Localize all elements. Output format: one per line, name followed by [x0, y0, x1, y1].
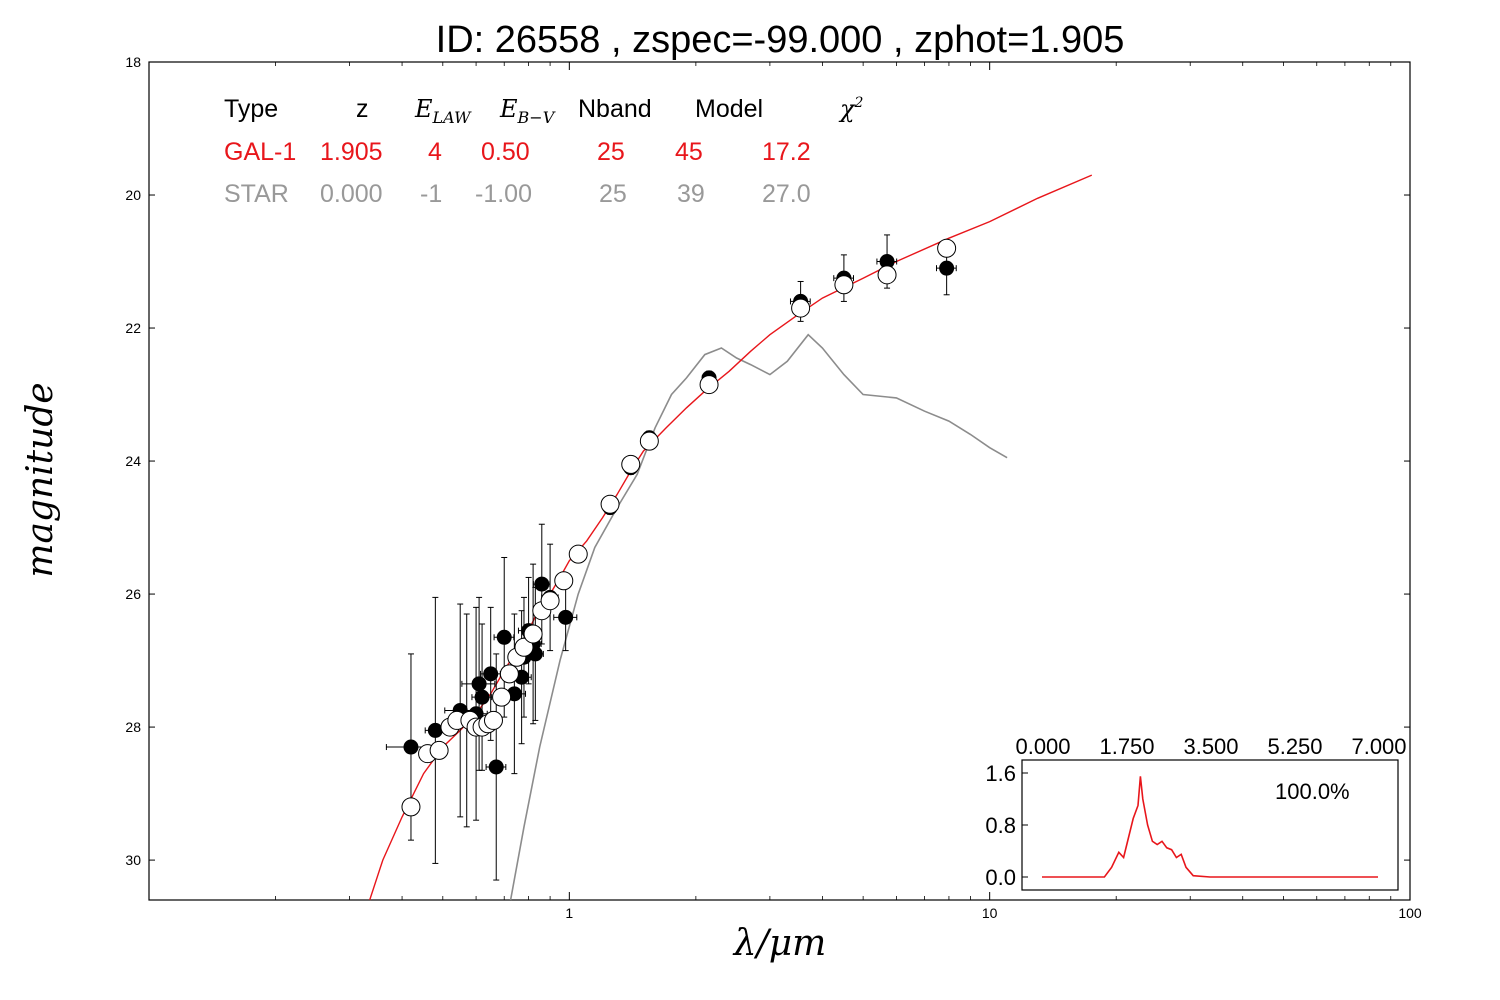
model-photometry: [401, 238, 957, 817]
pdz-curve: [1042, 776, 1378, 878]
model-marker: [401, 797, 421, 817]
observed-marker: [534, 576, 550, 592]
inset-frame: [1021, 759, 1399, 891]
y-tick-label: 30: [125, 852, 141, 868]
gal-ebv: 0.50: [481, 138, 530, 166]
star-model-line: [509, 333, 1008, 901]
model-marker: [514, 637, 534, 657]
table-row-star: STAR 0.000 -1 -1.00 25 39 27.0: [224, 180, 811, 208]
inset-y-tick-label: 1.6: [985, 761, 1016, 786]
table-header-chi2: χ2: [838, 95, 864, 123]
observed-point: [471, 623, 493, 771]
table-row-gal: GAL-1 1.905 4 0.50 25 45 17.2: [224, 138, 811, 166]
observed-marker: [483, 666, 499, 682]
observed-marker: [939, 260, 955, 276]
inset-x-tick-label: 5.250: [1267, 734, 1322, 759]
model-marker: [877, 265, 897, 285]
model-marker: [699, 375, 719, 395]
model-marker: [429, 740, 449, 760]
observed-marker: [488, 759, 504, 775]
model-marker: [568, 544, 588, 564]
gal-nband: 25: [597, 138, 625, 166]
observed-marker: [879, 254, 895, 270]
inset-y-tick-label: 0.8: [985, 813, 1016, 838]
x-tick-label: 1: [565, 905, 573, 921]
star-elaw: -1: [420, 180, 442, 208]
model-marker: [523, 624, 543, 644]
table-header-model: Model: [695, 95, 763, 123]
star-nband: 25: [599, 180, 627, 208]
observed-marker: [474, 689, 490, 705]
observed-marker: [558, 609, 574, 625]
inset-x-tick-label: 0.000: [1015, 734, 1070, 759]
model-marker: [937, 238, 957, 258]
chart-title: ID: 26558 , zspec=-99.000 , zphot=1.905: [436, 19, 1125, 61]
y-tick-label: 20: [125, 187, 141, 203]
observed-marker: [427, 722, 443, 738]
gal-chi2: 17.2: [762, 138, 811, 166]
observed-marker: [496, 629, 512, 645]
observed-point: [461, 596, 496, 771]
observed-point: [485, 653, 507, 881]
pdz-inset: 0.000 1.750 3.500 5.250 7.000 0.0 0.8 1.6 100.0…: [985, 734, 1407, 891]
model-marker: [600, 494, 620, 514]
y-tick-label: 28: [125, 719, 141, 735]
inset-axes: 0.000 1.750 3.500 5.250 7.000 0.0 0.8 1.6: [985, 734, 1406, 890]
star-model: 39: [677, 180, 705, 208]
model-marker: [621, 454, 641, 474]
model-marker: [483, 710, 503, 730]
observed-photometry: [385, 234, 957, 881]
gal-model: 45: [675, 138, 703, 166]
inset-x-tick-label: 1.750: [1099, 734, 1154, 759]
model-marker: [639, 431, 659, 451]
inset-y-tick-label: 0.0: [985, 865, 1016, 890]
y-tick-label: 18: [125, 54, 141, 70]
main-axes: 18 20 22 24 26 28 30 1 10 100: [125, 54, 1421, 921]
x-axis-label: λ/μm: [732, 923, 826, 964]
table-header-nband: Nband: [578, 95, 652, 123]
observed-point: [532, 523, 551, 645]
table-header-elaw: ELAW: [414, 95, 472, 127]
star-type: STAR: [224, 180, 289, 208]
inset-x-tick-label: 3.500: [1183, 734, 1238, 759]
y-axis-label: magnitude: [20, 382, 61, 577]
star-chi2: 27.0: [762, 180, 811, 208]
pdz-path: [1042, 776, 1378, 878]
observed-marker: [471, 676, 487, 692]
model-marker: [499, 664, 519, 684]
y-tick-label: 22: [125, 320, 141, 336]
observed-point: [936, 241, 957, 296]
y-tick-label: 26: [125, 586, 141, 602]
galaxy-model-path: [369, 174, 1093, 901]
inset-annotation: 100.0%: [1275, 779, 1350, 804]
fit-table: Type z ELAW EB−V Nband Model χ2 GAL-1 1.…: [224, 95, 864, 208]
model-marker: [554, 571, 574, 591]
star-ebv: -1.00: [475, 180, 532, 208]
y-tick-label: 24: [125, 453, 141, 469]
star-model-path: [509, 333, 1008, 901]
gal-elaw: 4: [428, 138, 442, 166]
model-marker: [540, 591, 560, 611]
x-tick-label: 100: [1398, 905, 1422, 921]
observed-marker: [403, 739, 419, 755]
star-z: 0.000: [320, 180, 383, 208]
model-marker: [791, 298, 811, 318]
galaxy-model-line: [369, 174, 1093, 901]
observed-point: [553, 583, 578, 652]
gal-type: GAL-1: [224, 138, 296, 166]
x-tick-label: 10: [982, 905, 998, 921]
plot-frame: [148, 61, 1411, 901]
table-header-z: z: [356, 95, 369, 123]
table-header-ebv: EB−V: [499, 95, 556, 127]
inset-x-tick-label: 7.000: [1351, 734, 1406, 759]
table-header-type: Type: [224, 95, 278, 123]
model-marker: [492, 687, 512, 707]
model-marker: [834, 275, 854, 295]
gal-z: 1.905: [320, 138, 383, 166]
